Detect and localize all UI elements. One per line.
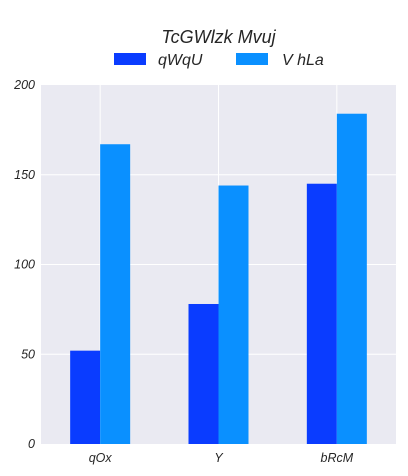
x-tick-label: qOx (89, 451, 113, 465)
legend: qWqU V hLa (114, 52, 324, 69)
bar-1-qOx (70, 350, 101, 444)
x-tick-label: bRcM (321, 451, 354, 465)
bar-2-qOx (100, 144, 131, 445)
y-tick-label: 0 (28, 437, 35, 451)
y-axis-ticks: 0 50 100 150 200 (13, 78, 35, 451)
y-tick-label: 100 (14, 258, 35, 272)
bar-2-bRcM (336, 113, 367, 444)
y-tick-label: 150 (14, 168, 35, 182)
bar-1-Y (188, 303, 219, 444)
legend-label: qWqU (158, 52, 203, 69)
y-tick-label: 50 (21, 347, 35, 361)
bar-1-bRcM (306, 183, 337, 444)
legend-label: V hLa (282, 52, 324, 69)
y-tick-label: 200 (13, 78, 35, 92)
bars (70, 113, 367, 445)
bar-2-Y (218, 185, 249, 444)
x-tick-label: Y (214, 451, 224, 465)
legend-swatch (114, 53, 146, 65)
legend-swatch (236, 53, 268, 65)
chart-title: TcGWlzk Mvuj (161, 27, 276, 47)
